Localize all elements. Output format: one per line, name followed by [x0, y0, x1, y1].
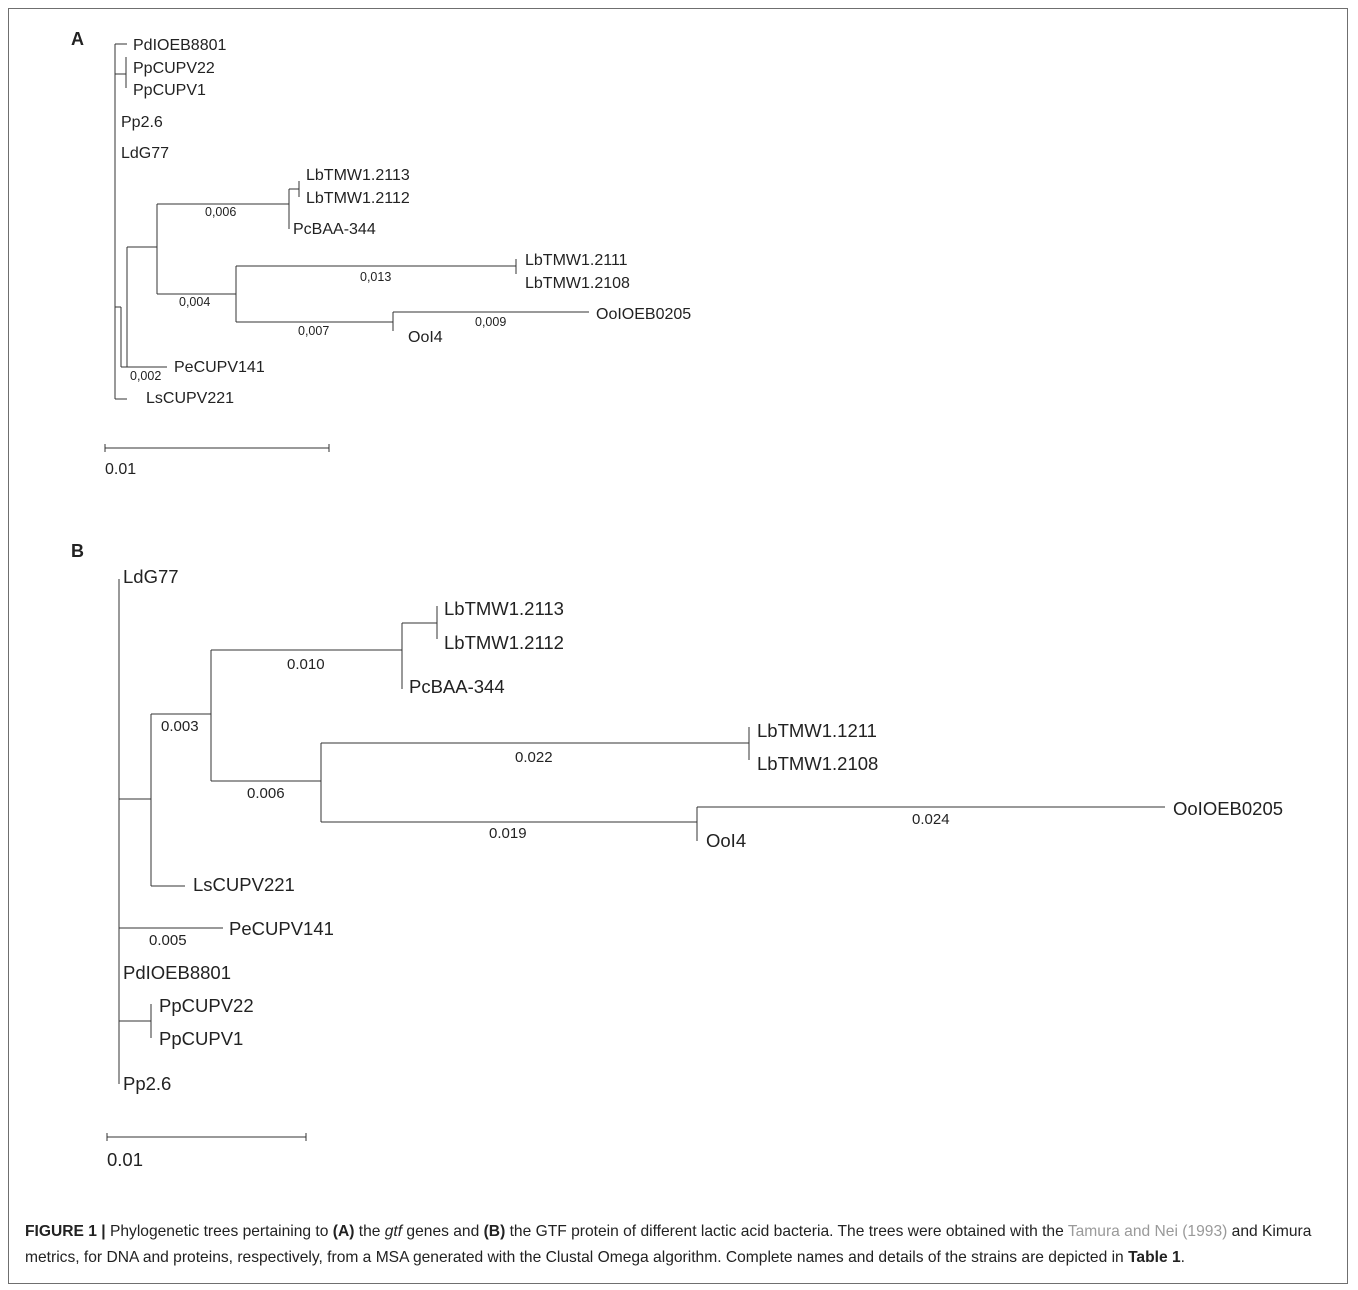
branch-length-b-003: 0.003 — [161, 718, 199, 735]
tree-a-branches — [104, 43, 589, 452]
leaf-b-lbtmw11211: LbTMW1.1211 — [757, 720, 877, 741]
leaf-b-ldg77: LdG77 — [123, 566, 179, 587]
leaf-b-ppcupv22: PpCUPV22 — [159, 995, 254, 1016]
caption-text-3: genes and — [402, 1223, 484, 1240]
leaf-b-lbtmw12113: LbTMW1.2113 — [444, 598, 564, 619]
caption-b-ref: (B) — [483, 1223, 506, 1240]
branch-length-b-010: 0.010 — [287, 656, 325, 673]
leaf-b-ooi4: OoI4 — [706, 830, 746, 851]
branch-length-b-005: 0.005 — [149, 932, 187, 949]
figure-caption: FIGURE 1 | Phylogenetic trees pertaining… — [25, 1219, 1341, 1271]
leaf-b-ooioeb0205: OoIOEB0205 — [1173, 798, 1283, 819]
leaf-a-ooioeb0205: OoIOEB0205 — [596, 306, 691, 323]
leaf-a-pdioeb8801: PdIOEB8801 — [133, 37, 227, 54]
leaf-a-lbtmw12113: LbTMW1.2113 — [306, 167, 410, 184]
branch-length-a-002: 0,002 — [130, 369, 161, 383]
panel-b-label: B — [71, 541, 84, 561]
leaf-a-ppcupv1: PpCUPV1 — [133, 82, 206, 99]
caption-figure-label: FIGURE 1 | — [25, 1223, 106, 1240]
tree-b-branches — [106, 579, 1165, 1141]
leaf-a-lbtmw12108: LbTMW1.2108 — [525, 275, 630, 292]
caption-table-ref[interactable]: Table 1 — [1128, 1249, 1181, 1266]
leaf-b-pp26: Pp2.6 — [123, 1073, 171, 1094]
branch-length-a-007: 0,007 — [298, 324, 329, 338]
leaf-a-lbtmw12111: LbTMW1.2111 — [525, 252, 628, 269]
leaf-a-ldg77: LdG77 — [121, 145, 169, 162]
caption-text-4: the GTF protein of different lactic acid… — [505, 1223, 1068, 1240]
leaf-a-pcbaa344: PcBAA-344 — [293, 221, 376, 238]
branch-length-a-009: 0,009 — [475, 315, 506, 329]
branch-length-a-013: 0,013 — [360, 270, 391, 284]
leaf-b-lbtmw12108: LbTMW1.2108 — [757, 753, 878, 774]
leaf-a-pecupv141: PeCUPV141 — [174, 359, 265, 376]
branch-length-b-022: 0.022 — [515, 749, 553, 766]
branch-length-b-024: 0.024 — [912, 811, 950, 828]
leaf-a-lscupv221: LsCUPV221 — [146, 390, 234, 407]
caption-text-6: . — [1180, 1249, 1185, 1266]
leaf-b-ppcupv1: PpCUPV1 — [159, 1028, 243, 1049]
figure-frame: A PdIOEB8801 PpCUPV22 PpCUPV1 Pp2.6 LdG7… — [8, 8, 1348, 1284]
phylogenetic-trees: A PdIOEB8801 PpCUPV22 PpCUPV1 Pp2.6 LdG7… — [71, 29, 1283, 1170]
leaf-a-lbtmw12112: LbTMW1.2112 — [306, 190, 410, 207]
panel-a-label: A — [71, 29, 84, 49]
caption-a-ref: (A) — [332, 1223, 355, 1240]
leaf-b-pcbaa344: PcBAA-344 — [409, 676, 505, 697]
caption-text-1: Phylogenetic trees pertaining to — [105, 1223, 333, 1240]
leaf-a-ooi4: OoI4 — [408, 329, 443, 346]
leaf-b-lbtmw12112: LbTMW1.2112 — [444, 632, 564, 653]
branch-length-b-006: 0.006 — [247, 785, 285, 802]
leaf-a-ppcupv22: PpCUPV22 — [133, 60, 215, 77]
caption-text-5: and Kimura metrics, for DNA and proteins… — [25, 1223, 1312, 1266]
caption-text-2: the — [354, 1223, 385, 1240]
leaf-b-pecupv141: PeCUPV141 — [229, 918, 334, 939]
branch-length-a-004: 0,004 — [179, 295, 210, 309]
branch-length-b-019: 0.019 — [489, 825, 527, 842]
caption-citation-link[interactable]: Tamura and Nei (1993) — [1067, 1223, 1228, 1240]
leaf-b-lscupv221: LsCUPV221 — [193, 874, 295, 895]
branch-length-a-006: 0,006 — [205, 205, 236, 219]
caption-gene-name: gtf — [384, 1223, 403, 1240]
scale-bar-a-label: 0.01 — [105, 461, 136, 478]
scale-bar-b-label: 0.01 — [107, 1149, 143, 1170]
leaf-a-pp26: Pp2.6 — [121, 114, 163, 131]
leaf-b-pdioeb8801: PdIOEB8801 — [123, 962, 231, 983]
